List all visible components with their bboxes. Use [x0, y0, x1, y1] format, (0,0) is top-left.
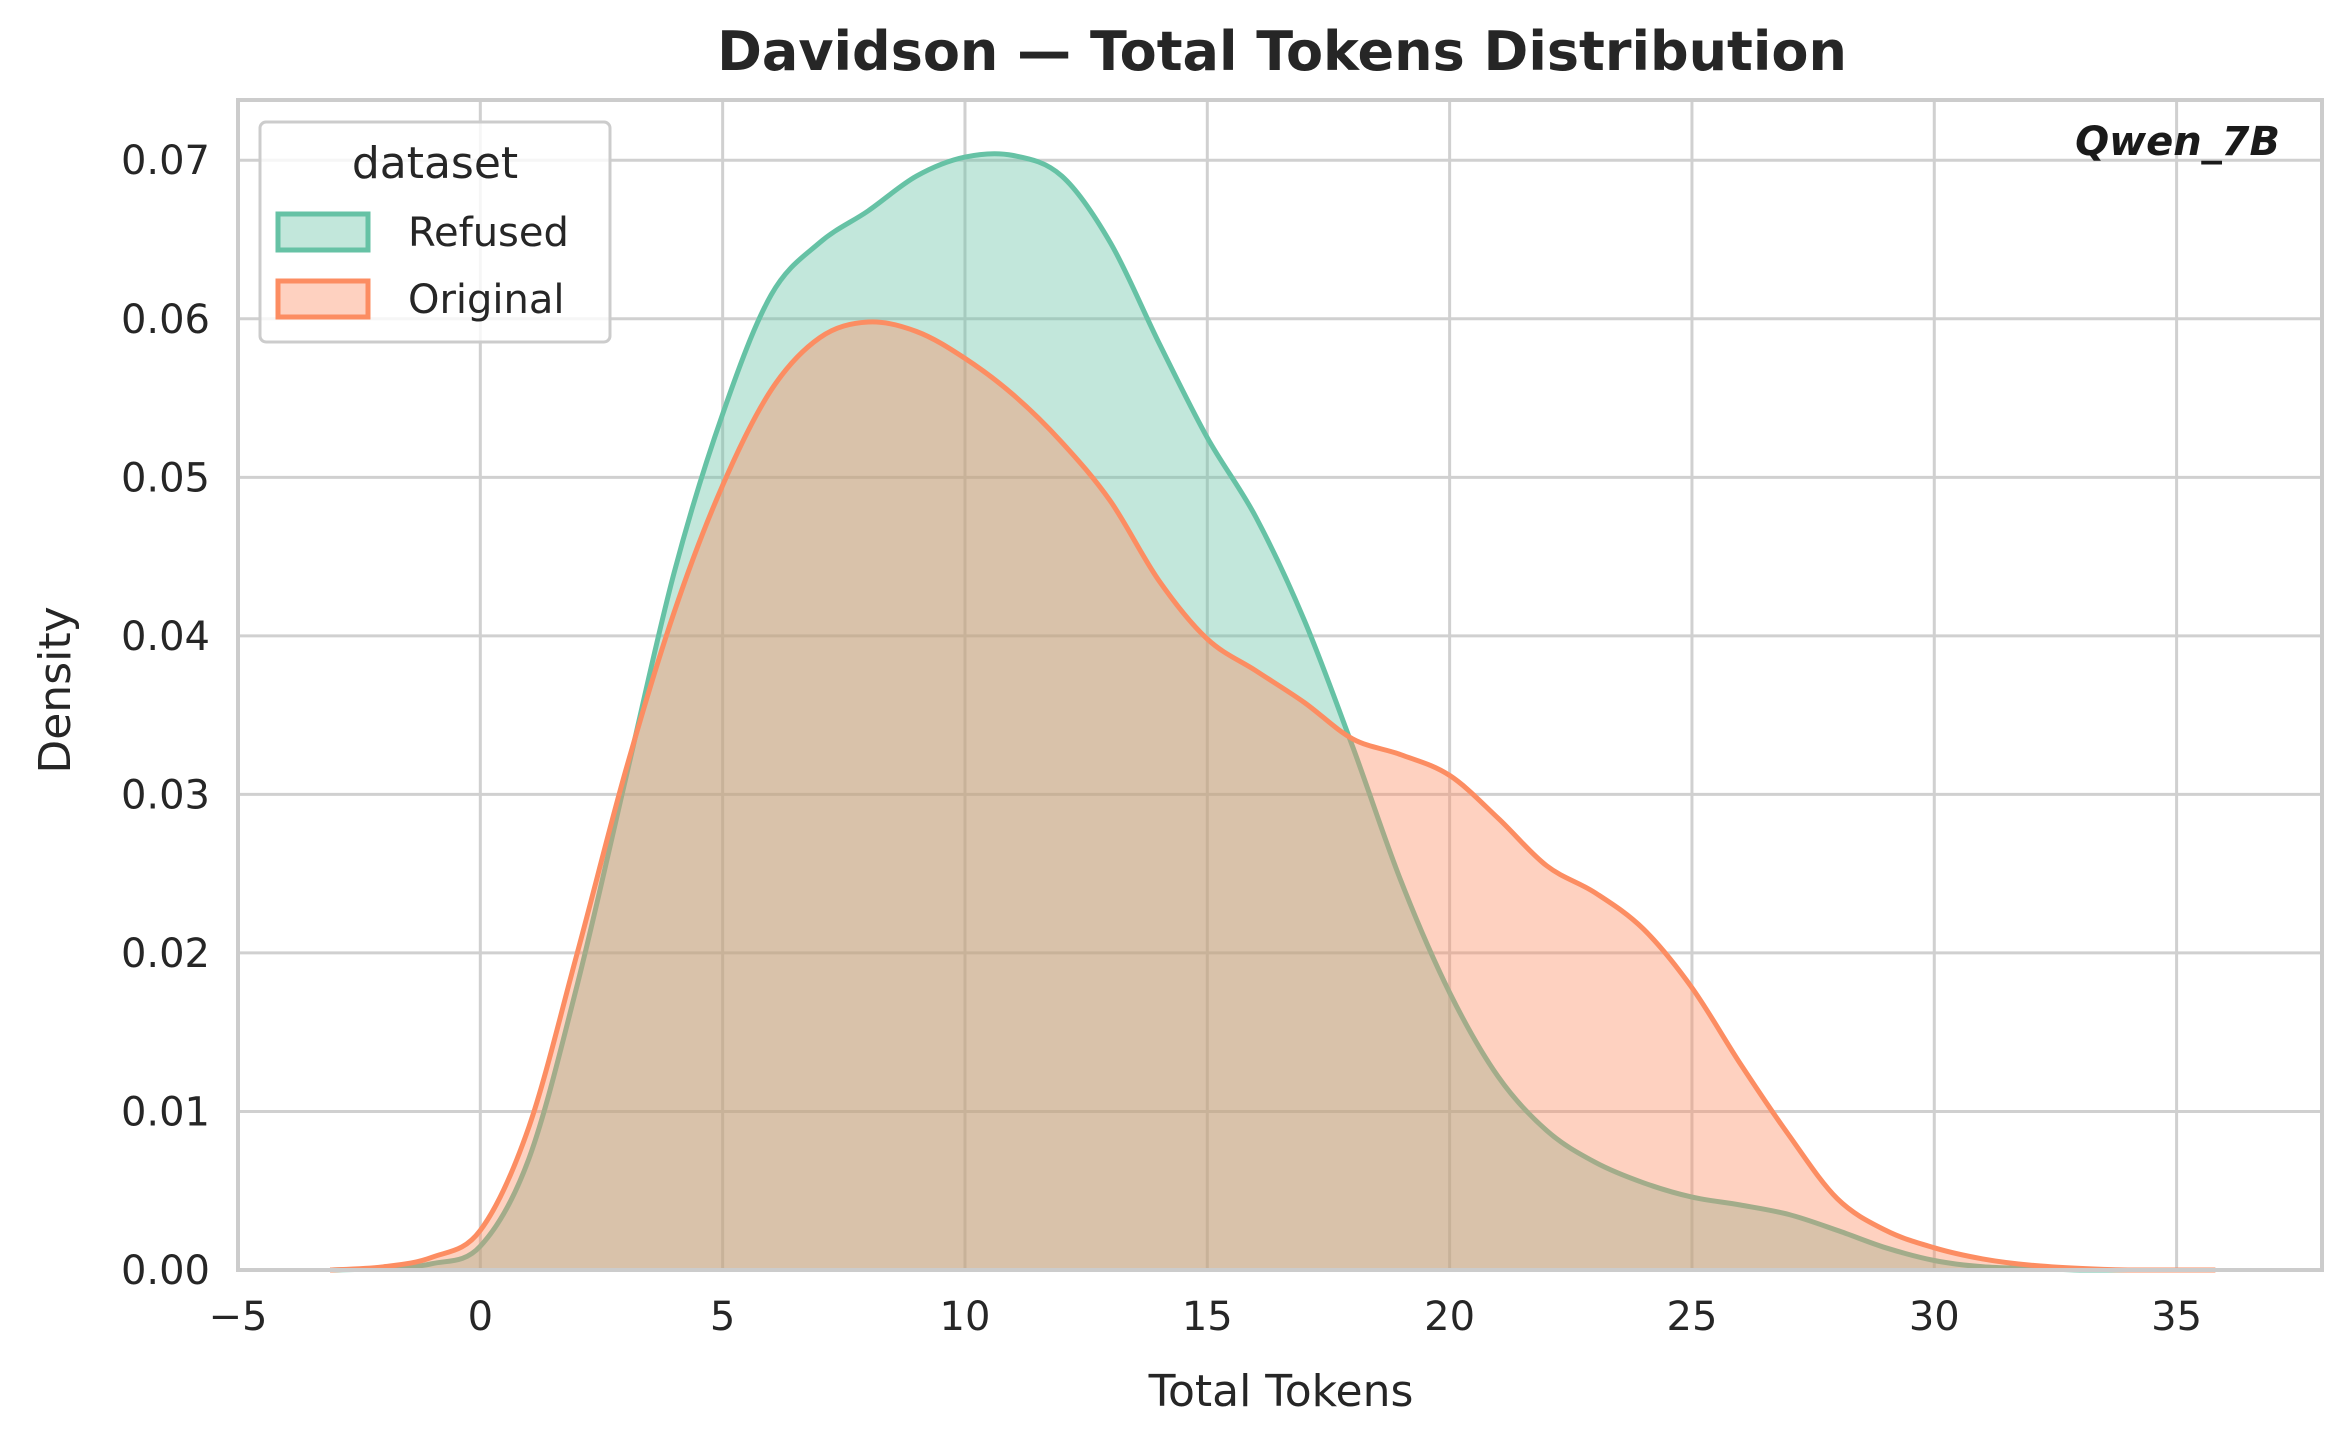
y-tick-label-6: 0.06 — [121, 297, 210, 343]
y-tick-label-0: 0.00 — [121, 1248, 210, 1294]
y-axis-label: Density — [30, 606, 81, 773]
x-tick-label-4: 15 — [1182, 1294, 1233, 1340]
model-annotation: Qwen_7B — [2075, 119, 2280, 165]
legend-swatch-original — [275, 278, 371, 320]
x-tick-label-1: 0 — [468, 1294, 493, 1340]
x-tick-label-8: 35 — [2151, 1294, 2202, 1340]
line-original — [329, 319, 2216, 1273]
x-tick-label-6: 25 — [1667, 1294, 1718, 1340]
legend-label-refused: Refused — [408, 210, 569, 256]
x-axis-ticks: −5 0 5 10 15 20 25 30 35 — [209, 1294, 2203, 1340]
legend: dataset Refused Original — [258, 120, 612, 344]
y-tick-label-1: 0.01 — [121, 1089, 210, 1135]
y-tick-label-3: 0.03 — [121, 772, 210, 818]
area-refused — [330, 153, 2129, 1270]
x-tick-label-5: 20 — [1424, 1294, 1475, 1340]
y-tick-label-7: 0.07 — [121, 138, 210, 184]
chart-title: Davidson — Total Tokens Distribution — [717, 20, 1847, 83]
legend-swatch-refused — [275, 211, 371, 253]
x-tick-label-0: −5 — [209, 1294, 268, 1340]
x-tick-label-7: 30 — [1909, 1294, 1960, 1340]
x-tick-label-2: 5 — [710, 1294, 735, 1340]
y-tick-label-5: 0.05 — [121, 455, 210, 501]
density-areas — [329, 151, 2216, 1273]
x-tick-label-3: 10 — [940, 1294, 991, 1340]
y-tick-label-4: 0.04 — [121, 614, 210, 660]
legend-label-original: Original — [408, 277, 565, 323]
y-axis-ticks: 0.00 0.01 0.02 0.03 0.04 0.05 0.06 0.07 — [121, 138, 210, 1294]
area-original — [330, 321, 2216, 1270]
plot-frame — [236, 98, 2324, 1272]
x-axis-label: Total Tokens — [1148, 1366, 1414, 1417]
legend-box — [258, 120, 612, 344]
legend-title: dataset — [352, 138, 518, 189]
y-tick-label-2: 0.02 — [121, 931, 210, 977]
line-refused — [330, 151, 2129, 1273]
